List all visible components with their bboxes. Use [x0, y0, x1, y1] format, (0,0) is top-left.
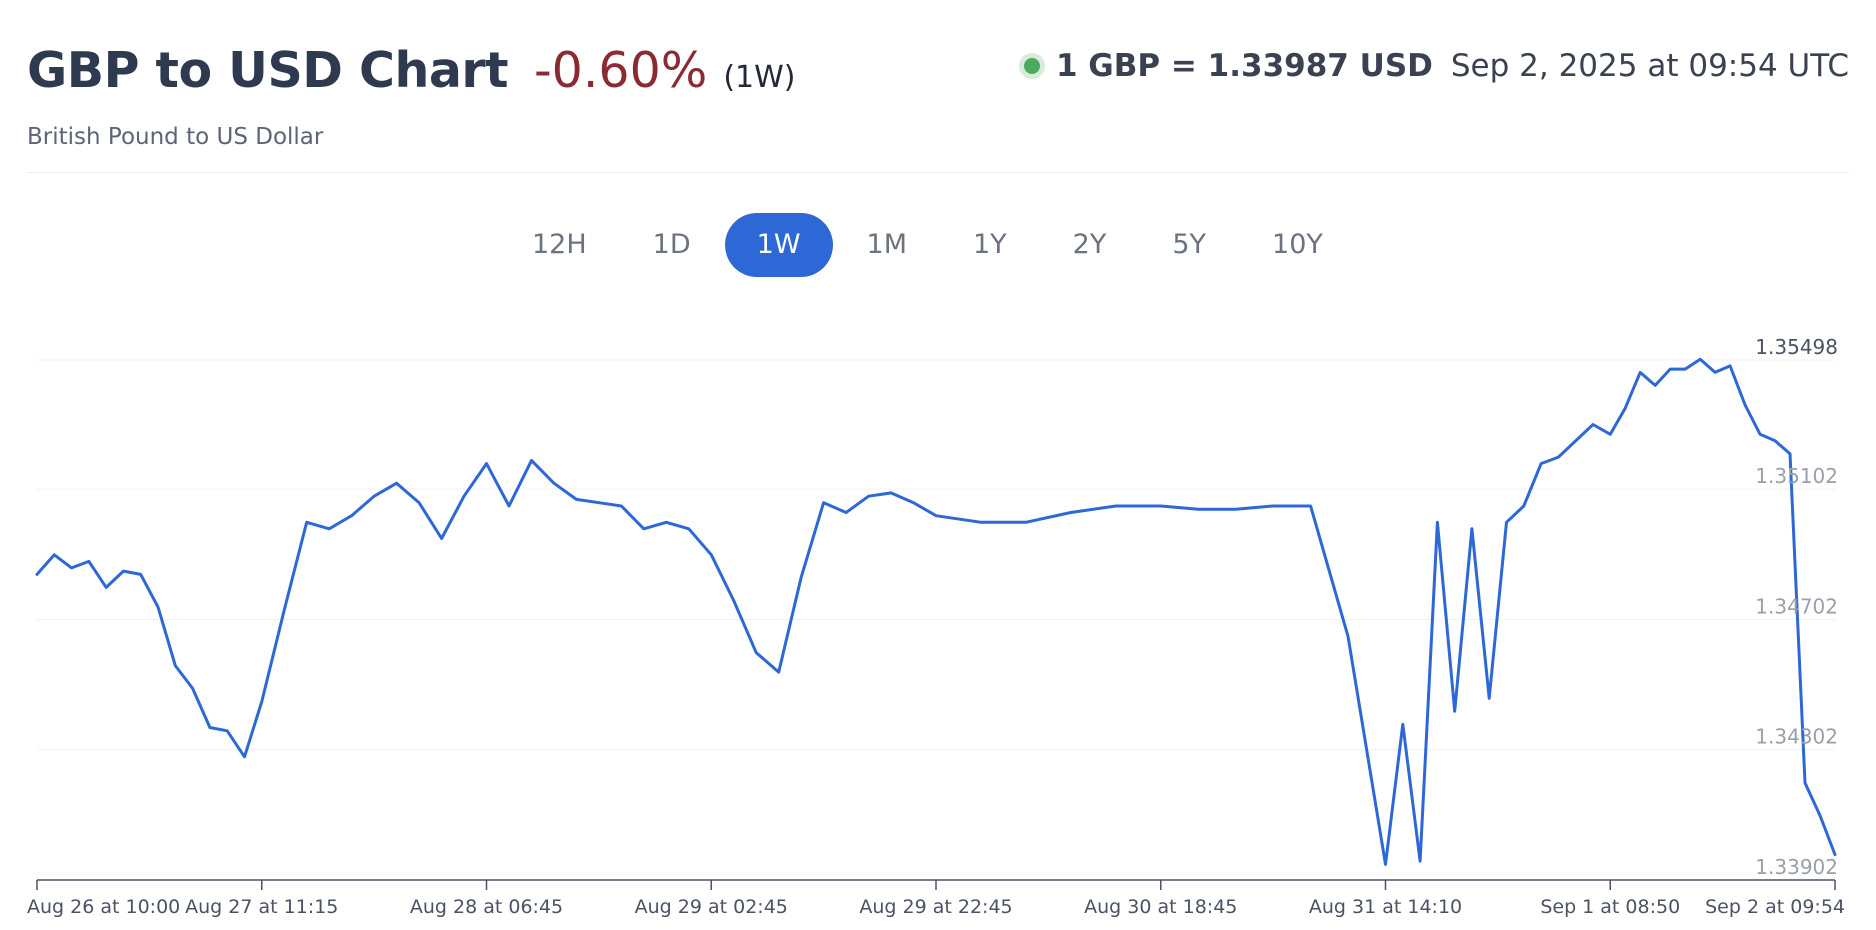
- period-button-1m[interactable]: 1M: [866, 229, 907, 260]
- title-row: GBP to USD Chart -0.60% (1W): [27, 42, 796, 99]
- page-title: GBP to USD Chart: [27, 42, 509, 99]
- change-percent: -0.60%: [534, 42, 708, 99]
- line-chart[interactable]: Aug 26 at 10:00 Aug 27 at 11:15 Aug 28 at …: [0, 320, 1876, 930]
- x-tick-label: Aug 27 at 11:15: [185, 896, 338, 918]
- x-tick-label: Aug 26 at 10:00: [27, 896, 180, 918]
- x-tick-label: Aug 28 at 06:45: [410, 896, 563, 918]
- period-button-5y[interactable]: 5Y: [1172, 229, 1207, 260]
- chart-header: GBP to USD Chart -0.60% (1W) British Pou…: [27, 0, 1849, 172]
- y-tick-label: 1.35102: [1755, 464, 1838, 488]
- x-tick-label: Sep 1 at 08:50: [1540, 896, 1680, 918]
- x-tick-label: Sep 2 at 09:54: [1705, 896, 1845, 918]
- period-button-1d[interactable]: 1D: [652, 229, 691, 260]
- chart-gridlines: [37, 359, 1835, 881]
- page-subtitle: British Pound to US Dollar: [27, 124, 324, 150]
- rate-info: 1 GBP = 1.33987 USD Sep 2, 2025 at 09:54…: [1023, 48, 1849, 84]
- x-tick-label: Aug 29 at 02:45: [635, 896, 788, 918]
- y-tick-label: 1.33902: [1755, 855, 1838, 879]
- x-tick-label: Aug 30 at 18:45: [1084, 896, 1237, 918]
- live-status-icon: [1023, 58, 1040, 74]
- y-tick-label: 1.34302: [1755, 725, 1838, 749]
- x-tick-label: Aug 29 at 22:45: [859, 896, 1012, 918]
- x-tick-label: Aug 31 at 14:10: [1309, 896, 1462, 918]
- exchange-rate: 1 GBP = 1.33987 USD: [1055, 48, 1433, 84]
- chart-series: [35, 357, 1837, 866]
- period-button-10y[interactable]: 10Y: [1272, 229, 1323, 260]
- y-tick-label: 1.35498: [1755, 335, 1838, 359]
- period-button-12h[interactable]: 12H: [532, 229, 587, 260]
- period-selector: 12H 1D 1W 1M 1Y 2Y 5Y 10Y: [500, 213, 1357, 277]
- header-divider: [27, 172, 1849, 173]
- x-axis: Aug 26 at 10:00 Aug 27 at 11:15 Aug 28 at …: [27, 879, 1845, 918]
- period-button-1y[interactable]: 1Y: [973, 229, 1007, 260]
- period-button-1w[interactable]: 1W: [724, 213, 833, 277]
- y-axis-labels: 1.35498 1.35102 1.34702 1.34302 1.33902: [1755, 335, 1838, 879]
- series-line[interactable]: [35, 357, 1837, 866]
- y-tick-label: 1.34702: [1755, 594, 1838, 618]
- rate-timestamp: Sep 2, 2025 at 09:54 UTC: [1450, 48, 1849, 84]
- period-button-2y[interactable]: 2Y: [1072, 229, 1107, 260]
- period-indicator: (1W): [723, 60, 796, 95]
